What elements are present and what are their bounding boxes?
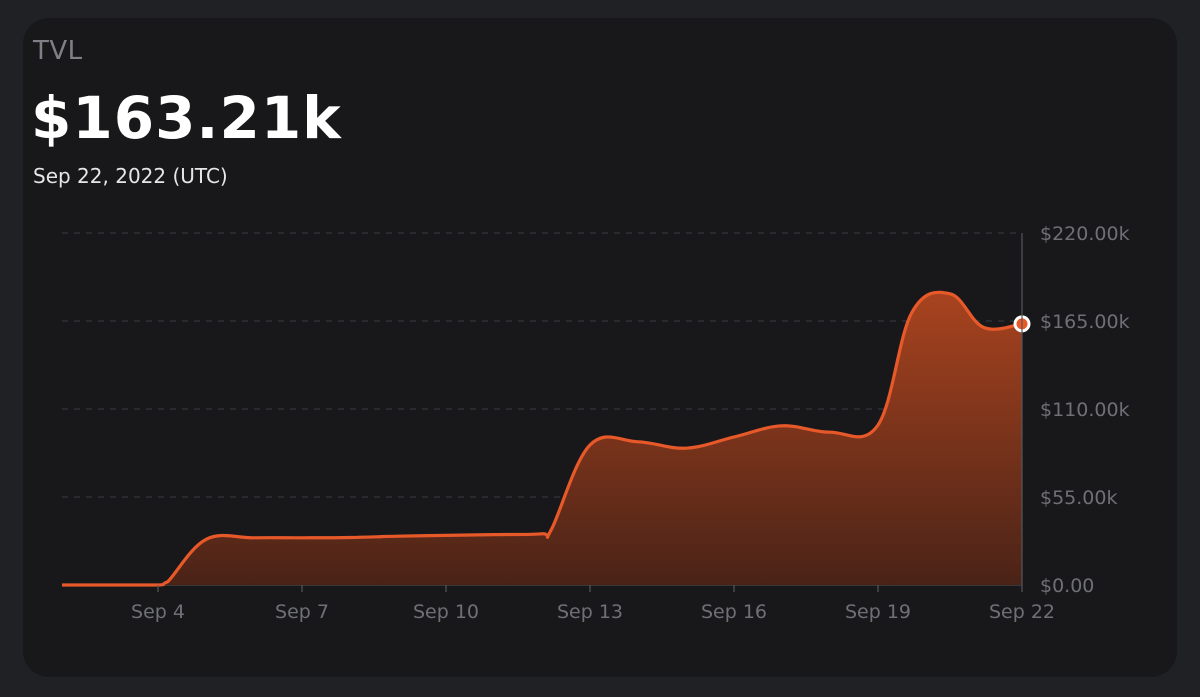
tick-labels: $0.00 $55.00k $110.00k $165.00k $220.00k Sep …: [131, 223, 1130, 623]
x-tick-label-1: Sep 7: [275, 601, 329, 623]
x-tick-label-0: Sep 4: [131, 601, 185, 623]
x-tick-label-5: Sep 19: [845, 601, 911, 623]
x-tick-label-4: Sep 16: [701, 601, 767, 623]
y-tick-label-1: $55.00k: [1040, 487, 1117, 509]
x-tick-label-6: Sep 22: [989, 601, 1055, 623]
tvl-value: $163.21k: [31, 84, 342, 152]
axis-layer: [157, 233, 1023, 592]
y-tick-label-4: $220.00k: [1040, 223, 1130, 245]
area-layer: [62, 290, 1031, 587]
area-fill: [62, 292, 1022, 585]
series-line: [62, 290, 1023, 587]
x-tick-label-3: Sep 13: [557, 601, 623, 623]
y-tick-label-2: $110.00k: [1040, 399, 1130, 421]
x-tick-label-2: Sep 10: [413, 601, 479, 623]
tvl-label: TVL: [33, 36, 83, 66]
y-tick-label-3: $165.00k: [1040, 311, 1130, 333]
tvl-date: Sep 22, 2022 (UTC): [33, 164, 228, 188]
y-tick-label-0: $0.00: [1040, 575, 1094, 597]
